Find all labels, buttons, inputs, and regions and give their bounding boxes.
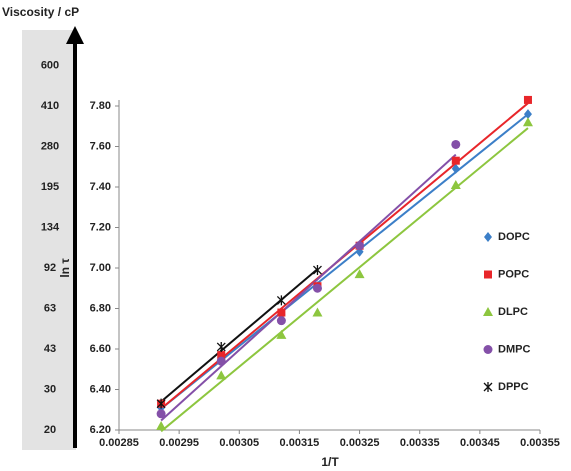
arrow-head xyxy=(66,26,84,44)
point xyxy=(451,139,461,149)
legend-label: DPPC xyxy=(498,381,529,393)
point xyxy=(522,117,533,127)
y-tick-label: 7.60 xyxy=(90,140,111,152)
viscosity-label: 63 xyxy=(44,302,56,314)
point xyxy=(216,370,227,380)
viscosity-label: 20 xyxy=(44,424,56,436)
point xyxy=(523,95,532,104)
point xyxy=(216,356,226,366)
y-tick-label: 6.40 xyxy=(90,383,111,395)
point xyxy=(276,329,287,339)
viscosity-label: 280 xyxy=(41,140,59,152)
viscosity-title: Viscosity / cP xyxy=(2,5,79,19)
trend-line xyxy=(160,153,457,422)
y-tick-label: 7.40 xyxy=(90,181,111,193)
y-tick-label: 7.80 xyxy=(90,100,111,112)
point xyxy=(523,109,532,120)
point xyxy=(355,241,365,251)
legend-label: DLPC xyxy=(498,306,528,318)
legend-marker xyxy=(483,307,493,316)
point xyxy=(156,398,166,409)
point xyxy=(156,420,167,430)
point xyxy=(156,409,166,419)
viscosity-label: 600 xyxy=(41,59,59,71)
x-tick-label: 0.00335 xyxy=(400,437,440,449)
point xyxy=(276,295,286,306)
point xyxy=(313,265,322,276)
x-tick-label: 0.00285 xyxy=(99,437,139,449)
x-tick-label: 0.00305 xyxy=(219,437,259,449)
point xyxy=(451,156,460,165)
legend-marker xyxy=(483,382,493,392)
x-tick-label: 0.00355 xyxy=(520,437,560,449)
x-tick-label: 0.00345 xyxy=(460,437,500,449)
y-tick-label: 6.60 xyxy=(90,343,111,355)
point xyxy=(312,307,323,317)
trend-line xyxy=(160,268,319,403)
point xyxy=(354,269,365,279)
legend-label: DMPC xyxy=(498,343,530,355)
y-axis-label: ln τ xyxy=(58,258,72,278)
y-tick-label: 6.20 xyxy=(90,424,111,436)
x-tick-label: 0.00295 xyxy=(159,437,199,449)
point xyxy=(217,351,226,360)
viscosity-label: 43 xyxy=(44,343,56,355)
viscosity-label: 195 xyxy=(41,181,59,193)
viscosity-label: 134 xyxy=(41,221,60,233)
viscosity-label: 410 xyxy=(41,100,59,112)
point xyxy=(451,163,460,174)
point xyxy=(450,179,461,189)
viscosity-label: 92 xyxy=(44,262,56,274)
legend-marker xyxy=(484,270,492,279)
x-tick-label: 0.00325 xyxy=(340,437,380,449)
point xyxy=(312,283,322,293)
x-tick-label: 0.00315 xyxy=(280,437,320,449)
y-tick-label: 6.80 xyxy=(90,302,111,314)
point xyxy=(216,341,226,352)
legend-label: DOPC xyxy=(498,231,530,243)
trend-line xyxy=(160,127,529,433)
x-axis-label: 1/T xyxy=(321,455,339,469)
viscosity-band xyxy=(22,30,76,450)
legend-marker xyxy=(484,232,492,242)
point xyxy=(277,308,286,317)
trend-line xyxy=(160,113,529,410)
legend-label: POPC xyxy=(498,268,529,280)
y-tick-label: 7.00 xyxy=(90,262,111,274)
y-tick-label: 7.20 xyxy=(90,221,111,233)
point xyxy=(276,316,286,326)
legend-marker xyxy=(483,345,493,354)
viscosity-label: 30 xyxy=(44,383,56,395)
